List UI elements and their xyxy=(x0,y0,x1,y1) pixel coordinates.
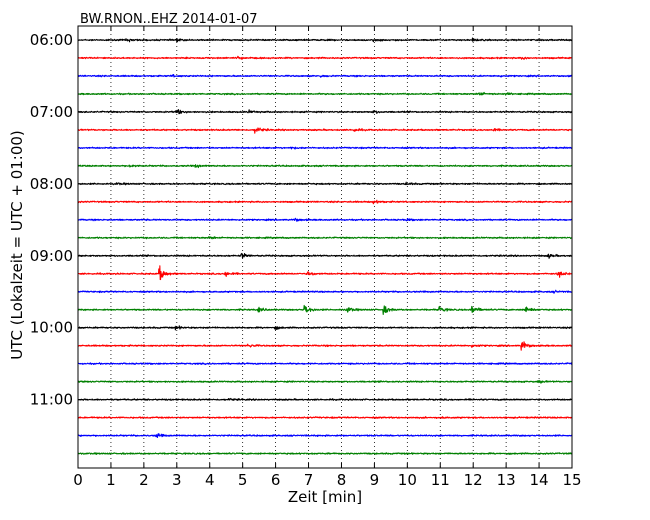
trace-line-row-5 xyxy=(77,127,573,134)
trace-line-row-0 xyxy=(77,37,573,43)
y-tick-label: 06:00 xyxy=(30,31,73,49)
x-tick-label: 2 xyxy=(139,471,149,489)
x-tick-label: 13 xyxy=(497,471,516,489)
trace-line-row-17 xyxy=(77,341,573,351)
grid-lines xyxy=(110,26,540,468)
trace-line-row-14 xyxy=(77,289,573,294)
y-tick-label: 11:00 xyxy=(30,391,73,409)
plot-frame xyxy=(77,25,573,469)
trace-line-row-8 xyxy=(77,181,573,186)
x-axis-label: Zeit [min] xyxy=(287,488,363,506)
trace-line-row-15 xyxy=(77,304,573,316)
x-tick-label: 12 xyxy=(464,471,483,489)
tick-group: 0 1 2 3 4 5 6 7 8 9 10 11 12 13 14 1506:0007:0008:0009:… xyxy=(30,26,582,489)
trace-line-row-20 xyxy=(77,397,573,401)
trace-line-row-12 xyxy=(77,252,573,259)
y-axis-label: UTC (Lokalzeit = UTC + 01:00) xyxy=(8,130,26,360)
trace-line-row-16 xyxy=(77,325,573,331)
trace-line-row-10 xyxy=(77,217,573,222)
x-tick-label: 9 xyxy=(370,471,380,489)
x-tick-label: 0 xyxy=(73,471,83,489)
trace-line-row-1 xyxy=(77,55,573,61)
x-tick-label: 8 xyxy=(337,471,347,489)
x-tick-label: 3 xyxy=(172,471,182,489)
x-tick-label: 15 xyxy=(562,471,581,489)
trace-line-row-4 xyxy=(77,109,573,115)
trace-line-row-23 xyxy=(77,452,573,455)
trace-line-row-7 xyxy=(77,164,573,169)
trace-line-row-11 xyxy=(77,236,573,240)
trace-line-row-9 xyxy=(77,199,573,205)
x-tick-label: 14 xyxy=(530,471,549,489)
y-tick-label: 08:00 xyxy=(30,175,73,193)
x-tick-label: 10 xyxy=(398,471,417,489)
trace-line-row-3 xyxy=(77,91,573,96)
x-tick-label: 11 xyxy=(431,471,450,489)
trace-line-row-19 xyxy=(77,379,573,384)
trace-line-row-18 xyxy=(77,362,573,366)
y-tick-label: 07:00 xyxy=(30,103,73,121)
trace-line-row-2 xyxy=(77,73,573,78)
x-tick-label: 7 xyxy=(304,471,314,489)
trace-line-row-22 xyxy=(77,433,573,439)
x-tick-label: 4 xyxy=(205,471,215,489)
x-tick-label: 6 xyxy=(271,471,281,489)
trace-line-row-13 xyxy=(77,265,573,281)
trace-line-row-6 xyxy=(77,146,573,150)
x-tick-label: 1 xyxy=(106,471,116,489)
y-tick-label: 10:00 xyxy=(30,319,73,337)
trace-line-row-21 xyxy=(77,416,573,420)
chart-title: BW.RNON..EHZ 2014-01-07 xyxy=(80,12,258,27)
x-tick-label: 5 xyxy=(238,471,248,489)
y-tick-label: 09:00 xyxy=(30,247,73,265)
trace-group xyxy=(77,37,573,455)
